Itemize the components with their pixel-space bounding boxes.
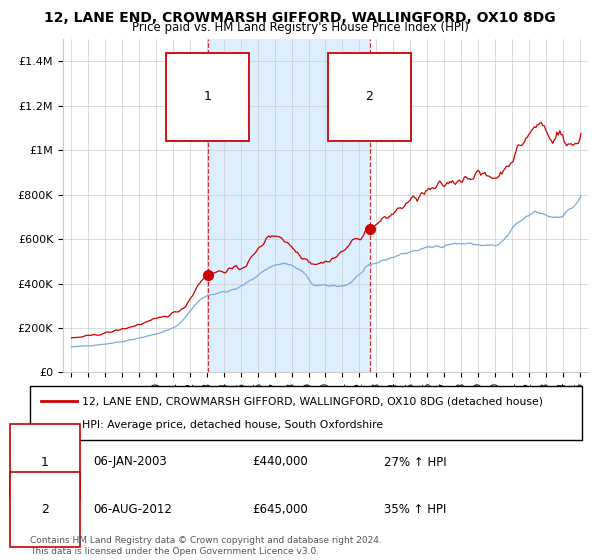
Text: 27% ↑ HPI: 27% ↑ HPI [384, 455, 446, 469]
Text: 1: 1 [203, 91, 212, 104]
Text: 12, LANE END, CROWMARSH GIFFORD, WALLINGFORD, OX10 8DG: 12, LANE END, CROWMARSH GIFFORD, WALLING… [44, 11, 556, 25]
Text: 35% ↑ HPI: 35% ↑ HPI [384, 503, 446, 516]
Text: 06-JAN-2003: 06-JAN-2003 [93, 455, 167, 469]
Text: Contains HM Land Registry data © Crown copyright and database right 2024.
This d: Contains HM Land Registry data © Crown c… [30, 536, 382, 556]
Text: 06-AUG-2012: 06-AUG-2012 [93, 503, 172, 516]
FancyBboxPatch shape [30, 386, 582, 440]
Text: HPI: Average price, detached house, South Oxfordshire: HPI: Average price, detached house, Sout… [82, 419, 383, 430]
Text: 1: 1 [41, 455, 49, 469]
Text: £440,000: £440,000 [252, 455, 308, 469]
Text: 2: 2 [41, 503, 49, 516]
Bar [208, 39, 370, 372]
Text: £645,000: £645,000 [252, 503, 308, 516]
Text: 12, LANE END, CROWMARSH GIFFORD, WALLINGFORD, OX10 8DG (detached house): 12, LANE END, CROWMARSH GIFFORD, WALLING… [82, 396, 544, 407]
Text: 2: 2 [365, 91, 373, 104]
Text: Price paid vs. HM Land Registry's House Price Index (HPI): Price paid vs. HM Land Registry's House … [131, 21, 469, 34]
